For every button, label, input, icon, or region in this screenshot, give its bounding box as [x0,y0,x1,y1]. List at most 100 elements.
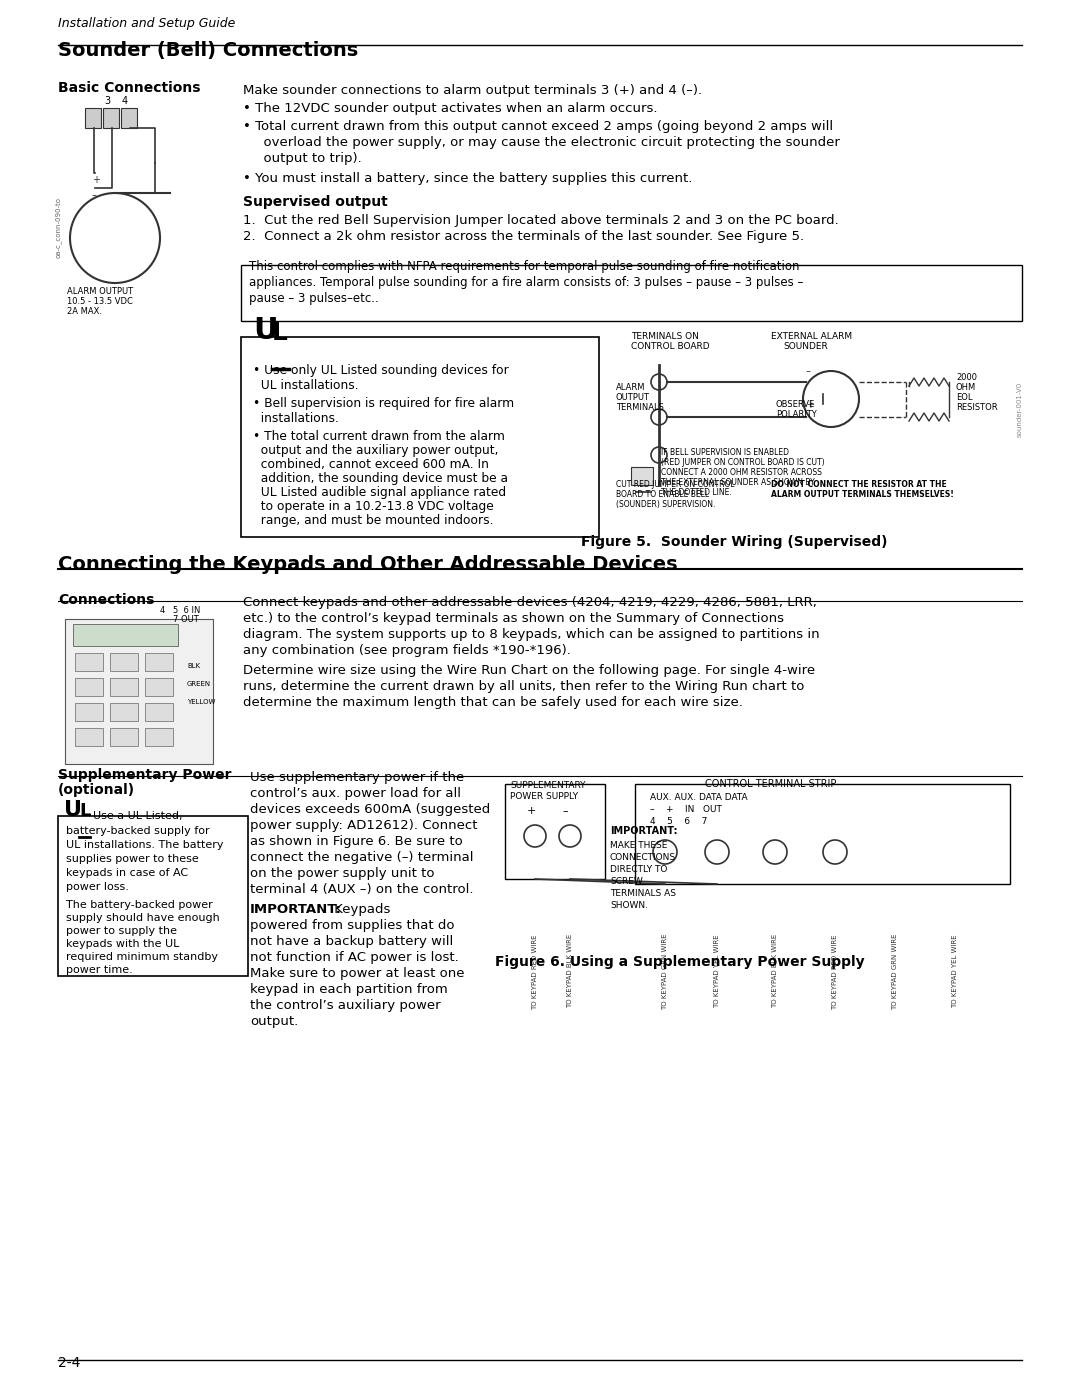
Text: Basic Connections: Basic Connections [58,81,201,95]
Text: 2.  Connect a 2k ohm resistor across the terminals of the last sounder. See Figu: 2. Connect a 2k ohm resistor across the … [243,231,805,243]
Text: terminal 4 (AUX –) on the control.: terminal 4 (AUX –) on the control. [249,883,473,895]
Text: –    +    IN   OUT: – + IN OUT [650,805,721,814]
Text: etc.) to the control’s keypad terminals as shown on the Summary of Connections: etc.) to the control’s keypad terminals … [243,612,784,624]
Text: CONTROL BOARD: CONTROL BOARD [631,342,710,351]
Text: L: L [79,802,91,820]
Text: OHM: OHM [956,383,976,393]
Text: –: – [92,190,97,200]
Bar [110,678,138,696]
Text: TO KEYPAD GRN WIRE: TO KEYPAD GRN WIRE [662,935,669,1010]
Text: DO NOT CONNECT THE RESISTOR AT THE: DO NOT CONNECT THE RESISTOR AT THE [771,481,947,489]
Text: the control’s auxiliary power: the control’s auxiliary power [249,999,441,1011]
Bar [58,816,248,977]
Text: RESISTOR: RESISTOR [956,402,998,412]
Text: UL installations. The battery: UL installations. The battery [66,840,224,849]
Text: CONNECTIONS: CONNECTIONS [610,854,676,862]
Text: TERMINALS: TERMINALS [616,402,664,412]
Text: runs, determine the current drawn by all units, then refer to the Wiring Run cha: runs, determine the current drawn by all… [243,680,805,693]
Text: TO KEYPAD BLK WIRE: TO KEYPAD BLK WIRE [567,935,573,1009]
Text: POLARITY: POLARITY [777,409,816,419]
Text: EOL: EOL [956,393,972,402]
Bar [145,652,173,671]
Text: addition, the sounding device must be a: addition, the sounding device must be a [253,472,508,485]
Text: +: + [527,806,537,816]
Text: output to trip).: output to trip). [255,152,362,165]
Bar [75,678,103,696]
Text: YELLOW: YELLOW [187,698,215,705]
Text: SOUNDER: SOUNDER [783,342,827,351]
Circle shape [705,840,729,863]
Text: Connecting the Keypads and Other Addressable Devices: Connecting the Keypads and Other Address… [58,555,677,574]
Bar [635,784,1010,884]
Text: • Bell supervision is required for fire alarm: • Bell supervision is required for fire … [253,397,514,409]
Text: ALARM: ALARM [616,383,646,393]
Bar [75,728,103,746]
Bar [73,624,178,645]
Bar [145,678,173,696]
Text: not have a backup battery will: not have a backup battery will [249,935,454,949]
Text: diagram. The system supports up to 8 keypads, which can be assigned to partition: diagram. The system supports up to 8 key… [243,629,820,641]
Text: This control complies with NFPA requirements for temporal pulse sounding of fire: This control complies with NFPA requirem… [249,260,799,272]
Text: POWER SUPPLY: POWER SUPPLY [510,792,578,800]
Text: keypad in each partition from: keypad in each partition from [249,983,448,996]
Text: BOARD TO ENABLE BELL: BOARD TO ENABLE BELL [616,490,710,499]
Text: THE EXTERNAL SOUNDER AS SHOWN BY: THE EXTERNAL SOUNDER AS SHOWN BY [661,478,814,488]
Text: SCREW: SCREW [610,877,643,886]
Text: L: L [272,321,288,345]
Bar [110,703,138,721]
Text: ALARM OUTPUT: ALARM OUTPUT [67,286,133,296]
Text: powered from supplies that do: powered from supplies that do [249,919,455,932]
Text: battery-backed supply for: battery-backed supply for [66,826,210,835]
Text: 3: 3 [104,96,110,106]
Text: supply should have enough: supply should have enough [66,914,219,923]
Text: AUX. AUX. DATA DATA: AUX. AUX. DATA DATA [650,793,747,802]
Text: Keypads: Keypads [330,902,390,916]
Text: devices exceeds 600mA (suggested: devices exceeds 600mA (suggested [249,803,490,816]
Bar [110,728,138,746]
Text: TERMINALS AS: TERMINALS AS [610,888,676,898]
Text: OBSERVE: OBSERVE [777,400,815,409]
Circle shape [559,826,581,847]
Text: keypads with the UL: keypads with the UL [66,939,179,949]
Text: CONTROL TERMINAL STRIP: CONTROL TERMINAL STRIP [705,780,836,789]
Text: supplies power to these: supplies power to these [66,854,199,863]
Text: Installation and Setup Guide: Installation and Setup Guide [58,17,235,29]
Text: SHOWN.: SHOWN. [610,901,648,909]
Text: on the power supply unit to: on the power supply unit to [249,868,434,880]
Bar [241,337,599,536]
Circle shape [823,840,847,863]
Text: • Total current drawn from this output cannot exceed 2 amps (going beyond 2 amps: • Total current drawn from this output c… [243,120,833,133]
Text: • The 12VDC sounder output activates when an alarm occurs.: • The 12VDC sounder output activates whe… [243,102,658,115]
Text: Supervised output: Supervised output [243,196,388,210]
Text: power loss.: power loss. [66,882,129,893]
Text: • You must install a battery, since the battery supplies this current.: • You must install a battery, since the … [243,172,692,184]
Text: 2000: 2000 [956,373,977,381]
Circle shape [651,374,667,390]
Text: UL installations.: UL installations. [253,379,359,393]
Text: +: + [92,175,100,184]
Text: Connections: Connections [58,592,154,608]
Text: –: – [562,806,568,816]
Bar [145,703,173,721]
Text: GREEN: GREEN [187,680,211,687]
Text: 2-4: 2-4 [58,1356,80,1370]
Text: 7 OUT: 7 OUT [173,615,199,624]
Text: Supplementary Power: Supplementary Power [58,768,231,782]
Bar [145,728,173,746]
Text: TERMINALS ON: TERMINALS ON [631,332,699,341]
Text: 10.5 - 13.5 VDC: 10.5 - 13.5 VDC [67,298,133,306]
Text: connect the negative (–) terminal: connect the negative (–) terminal [249,851,473,863]
Text: 4: 4 [160,606,165,615]
Text: overload the power supply, or may cause the electronic circuit protecting the so: overload the power supply, or may cause … [255,136,840,149]
Text: THE DOTTED LINE.: THE DOTTED LINE. [661,488,732,497]
Text: Determine wire size using the Wire Run Chart on the following page. For single 4: Determine wire size using the Wire Run C… [243,664,815,678]
Text: IF BELL SUPERVISION IS ENABLED: IF BELL SUPERVISION IS ENABLED [661,448,789,457]
Text: CUT RED JUMPER ON CONTROL: CUT RED JUMPER ON CONTROL [616,481,734,489]
Text: 4: 4 [122,96,129,106]
Bar [631,467,653,485]
Text: power time.: power time. [66,965,133,975]
Text: The battery-backed power: The battery-backed power [66,900,213,909]
Text: TO KEYPAD YEL WIRE: TO KEYPAD YEL WIRE [951,935,958,1007]
Text: 5  6 IN: 5 6 IN [173,606,201,615]
Text: determine the maximum length that can be safely used for each wire size.: determine the maximum length that can be… [243,696,743,710]
